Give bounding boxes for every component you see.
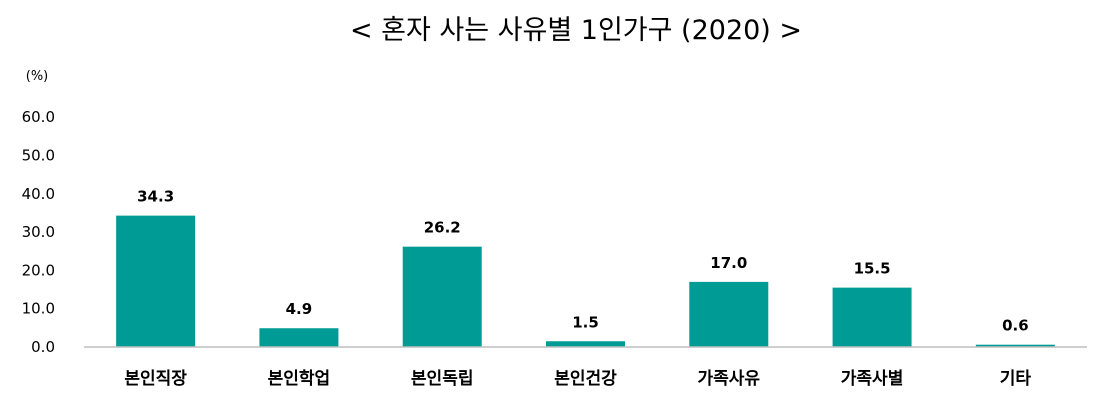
- y-axis-unit: (%): [26, 69, 49, 84]
- data-label: 17.0: [710, 254, 747, 272]
- bars: [116, 215, 1055, 347]
- data-label: 0.6: [1002, 317, 1029, 335]
- x-tick-label: 본인학업: [268, 369, 331, 389]
- bar: [546, 341, 625, 347]
- chart-title: < 혼자 사는 사유별 1인가구 (2020) >: [350, 15, 802, 46]
- y-axis-ticks: 0.0 10.0 20.0 30.0 40.0 50.0 60.0: [22, 108, 55, 356]
- y-tick-label: 50.0: [22, 147, 55, 165]
- data-label: 4.9: [286, 300, 313, 318]
- x-tick-label: 본인건강: [554, 369, 617, 389]
- x-tick-label: 가족사별: [841, 369, 904, 389]
- y-tick-label: 10.0: [22, 300, 55, 318]
- y-tick-label: 30.0: [22, 223, 55, 241]
- bar: [259, 328, 339, 347]
- bar: [689, 281, 769, 347]
- bar: [975, 344, 1055, 347]
- data-label: 34.3: [137, 188, 174, 206]
- data-label: 15.5: [854, 260, 891, 278]
- category-labels: 본인직장 본인학업 본인독립 본인건강 가족사유 가족사별 기타: [124, 369, 1031, 389]
- x-tick-label: 본인직장: [124, 369, 187, 389]
- y-tick-label: 0.0: [31, 338, 55, 356]
- y-tick-label: 60.0: [22, 108, 55, 126]
- y-tick-label: 40.0: [22, 185, 55, 203]
- bar: [832, 287, 912, 347]
- x-tick-label: 가족사유: [698, 369, 761, 389]
- x-tick-label: 본인독립: [411, 369, 474, 389]
- data-label: 26.2: [424, 219, 461, 237]
- value-labels: 34.3 4.9 26.2 1.5 17.0 15.5 0.6: [137, 188, 1029, 335]
- y-tick-label: 20.0: [22, 261, 55, 279]
- data-label: 1.5: [572, 313, 599, 331]
- bar: [116, 215, 196, 347]
- x-tick-label: 기타: [1000, 369, 1032, 389]
- bar: [402, 246, 482, 347]
